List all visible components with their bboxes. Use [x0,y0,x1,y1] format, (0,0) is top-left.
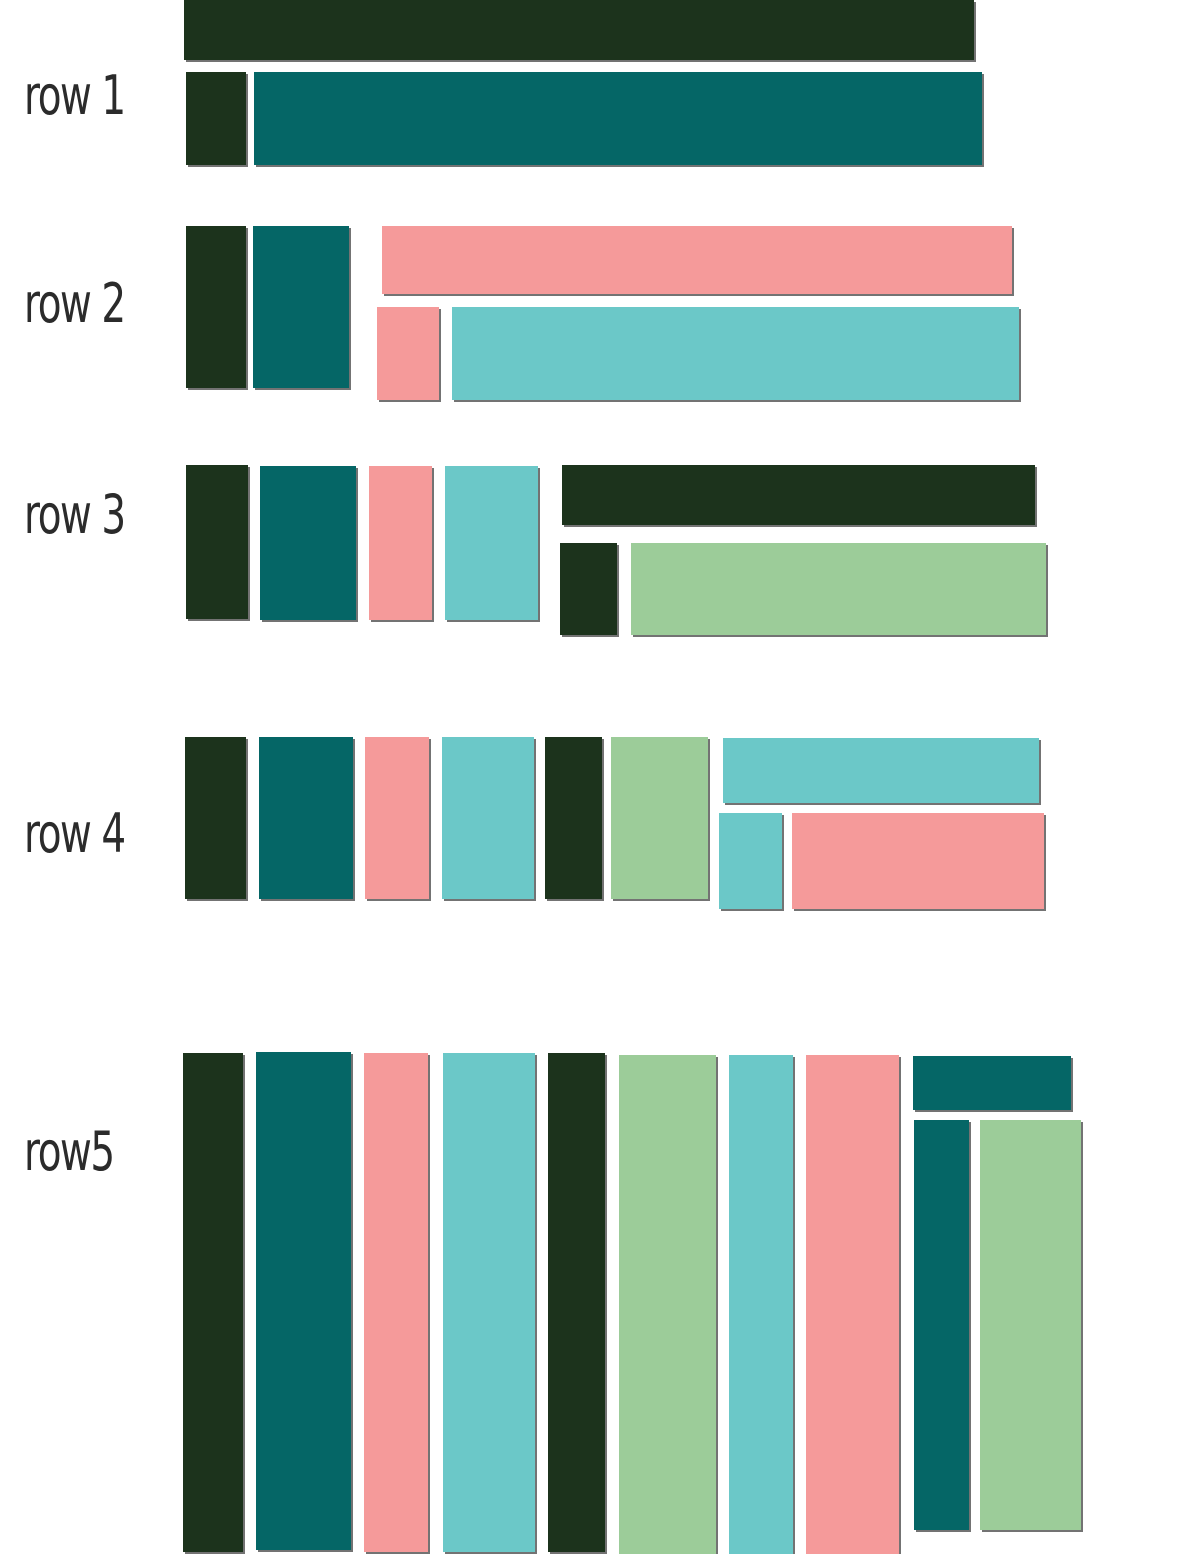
row-1-strip [254,72,982,165]
row-4-strip [719,813,782,909]
row-4-strip [611,737,708,899]
row-5-strip [619,1055,716,1554]
row-1-label: row 1 [24,64,126,127]
row-3-strip [631,543,1046,635]
row-4-strip [365,737,429,899]
row-3-strip [369,466,432,620]
row-5-strip [256,1052,351,1550]
row-2-strip [452,307,1019,400]
row-2-strip [382,226,1012,294]
row-3-strip [562,465,1035,525]
row-5-strip [913,1056,1071,1110]
row-5-strip [548,1053,605,1552]
row-5-strip [806,1055,899,1554]
row-5-strip [443,1053,535,1552]
row-3-strip [260,466,356,620]
row-4-strip [442,737,534,899]
row-5-strip [364,1053,428,1552]
row-2-label: row 2 [24,272,126,335]
row-5-strip [729,1055,793,1554]
row-1-strip [186,72,246,165]
row-3-strip [186,465,248,619]
row-4-strip [792,813,1044,909]
row-2-strip [186,226,246,388]
row-4-strip [723,738,1039,803]
row-4-strip [185,737,246,899]
row-3-strip [560,543,617,635]
row-2-strip [253,226,349,388]
row-4-strip [545,737,602,899]
row-5-strip [914,1120,969,1530]
row-3-strip [445,466,538,620]
row-4-label: row 4 [24,802,126,865]
row-5-strip [980,1120,1081,1530]
row-4-strip [259,737,353,899]
row-1-strip [184,0,974,60]
row-5-strip [183,1053,243,1552]
row-2-strip [377,307,439,400]
row-3-label: row 3 [24,483,126,546]
row-5-label: row5 [24,1120,115,1183]
